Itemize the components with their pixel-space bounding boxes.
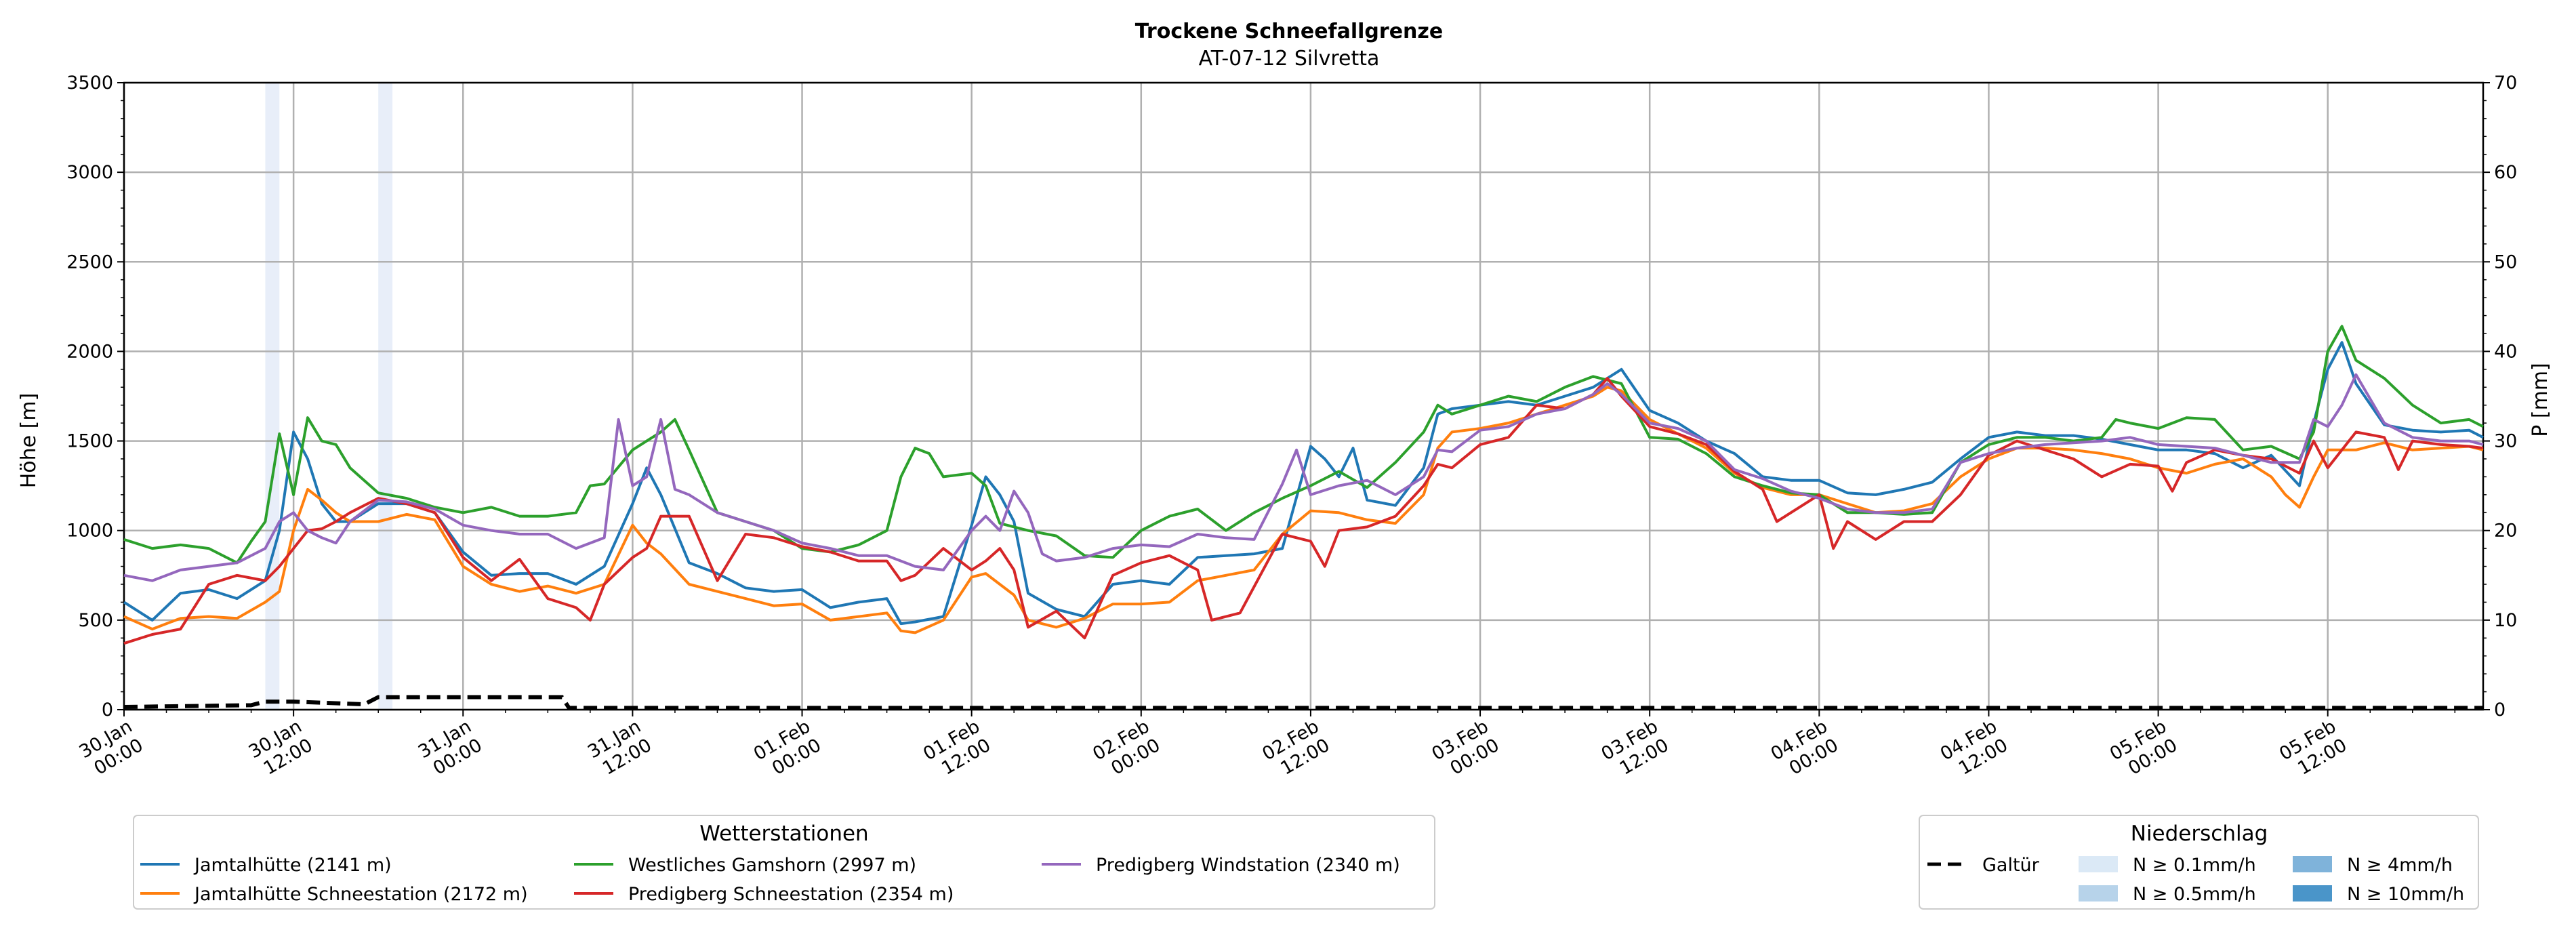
chart-subtitle: AT-07-12 Silvretta [1199,47,1380,70]
y-tick-label: 1000 [66,521,113,542]
y2-tick-label: 10 [2494,610,2517,631]
legend-label: Jamtalhütte Schneestation (2172 m) [193,884,528,905]
legend-label: Predigberg Schneestation (2354 m) [628,884,954,905]
y-tick-label: 2000 [66,341,113,362]
series-line-4 [123,377,2484,645]
legend-precip-label: N ≥ 0.1mm/h [2133,855,2256,876]
y2-tick-label: 50 [2494,251,2517,272]
y2-tick-label: 70 [2494,73,2517,94]
y2-tick-label: 40 [2494,341,2517,362]
series-line-galtuer [123,695,2483,710]
legend-precip-swatch [2079,885,2118,901]
series-line-5 [123,373,2484,582]
legend-label: Jamtalhütte (2141 m) [193,855,392,876]
precip-band [265,83,280,710]
legend-stations-box [133,815,1435,910]
series-line-3 [123,325,2484,565]
legend-stations-title: Wetterstationen [699,822,868,846]
legend-precip-label: N ≥ 4mm/h [2347,855,2453,876]
legend-precip-swatch [2293,856,2332,872]
legend-label: Predigberg Windstation (2340 m) [1096,855,1400,876]
legend-precip-swatch [2079,856,2118,872]
y-tick-label: 2500 [66,251,113,272]
y2-tick-label: 20 [2494,521,2517,542]
y-tick-label: 3000 [66,162,113,183]
y-axis-label: Höhe [m] [17,393,41,489]
legend-precip-title: Niederschlag [2131,822,2268,846]
plot-area: 0 500 1000 1500 2000 2500 3000 3500 0 10 20 30 40 50 6… [66,73,2517,779]
plot-frame [123,81,2485,711]
y2-tick-label: 30 [2494,431,2517,452]
series-line-2 [123,386,2484,634]
y-tick-label: 500 [78,610,113,631]
y2-tick-label: 60 [2494,162,2517,183]
legend-precip-label: N ≥ 10mm/h [2347,884,2464,905]
legend-precip-box [1919,815,2479,910]
precip-band [378,83,393,710]
y-tick-label: 3500 [66,73,113,94]
legend-label-galtuer: Galtür [1982,855,2040,876]
legend-area: Wetterstationen Jamtalhütte (2141 m) Jamta… [133,815,2479,910]
series-line-1 [123,341,2484,626]
y2-axis-label: P [mm] [2529,363,2552,437]
y2-tick-label: 0 [2494,700,2506,721]
legend-precip-swatch [2293,885,2332,901]
legend-precip-label: N ≥ 0.5mm/h [2133,884,2256,905]
legend-label: Westliches Gamshorn (2997 m) [628,855,916,876]
y-tick-label: 1500 [66,431,113,452]
chart-title: Trockene Schneefallgrenze [1135,20,1443,43]
y-tick-label: 0 [102,700,113,721]
